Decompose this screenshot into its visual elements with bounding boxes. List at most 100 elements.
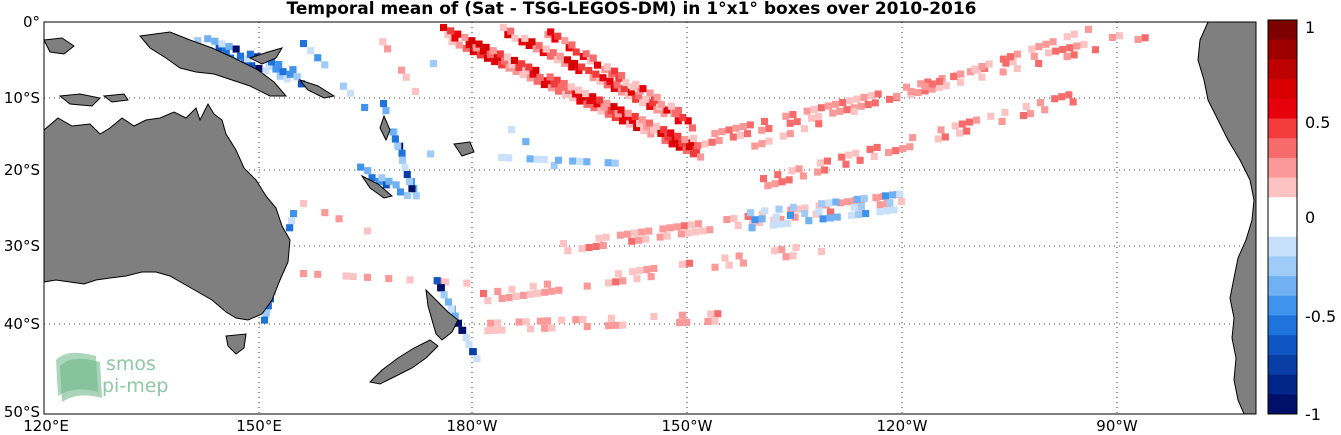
data-cell — [572, 48, 580, 56]
data-cell — [638, 228, 646, 236]
data-cell — [532, 66, 540, 74]
data-cell — [886, 199, 894, 207]
data-cell — [845, 151, 853, 159]
data-cell — [286, 70, 294, 78]
data-cell — [730, 214, 738, 222]
data-cell — [255, 64, 263, 72]
data-cell — [594, 61, 602, 69]
data-cell — [607, 106, 615, 114]
land-indonesia-1 — [43, 37, 75, 55]
data-cell — [583, 323, 591, 331]
data-cell — [473, 355, 481, 363]
data-cell — [447, 305, 455, 313]
data-cell — [643, 266, 651, 274]
data-cell — [541, 288, 549, 296]
data-cell — [508, 60, 516, 68]
data-cell — [775, 205, 783, 213]
colorbar-swatch — [1268, 79, 1297, 100]
data-cell — [522, 318, 530, 326]
data-cell — [494, 54, 502, 62]
data-cell — [491, 58, 499, 66]
data-cell — [620, 85, 628, 93]
data-cell — [368, 174, 376, 182]
data-cell — [262, 67, 270, 75]
map-frame — [43, 21, 1257, 415]
data-cell — [560, 80, 568, 88]
data-cell — [248, 62, 256, 70]
colorbar-swatch — [1268, 157, 1297, 179]
data-cell — [896, 190, 904, 198]
data-cell — [645, 119, 653, 127]
data-cell — [561, 37, 569, 45]
data-cell — [617, 106, 625, 114]
data-cell — [928, 85, 936, 93]
y-tick-label: 50°S — [4, 403, 40, 421]
data-cell — [857, 102, 865, 110]
data-cell — [1085, 25, 1093, 33]
data-cell — [279, 68, 287, 76]
data-cell — [505, 64, 513, 72]
data-cell — [579, 315, 587, 323]
data-cell — [816, 159, 824, 167]
colorbar-swatch — [1268, 354, 1297, 376]
data-cell — [314, 54, 322, 62]
data-cell — [957, 78, 965, 86]
data-cell — [965, 118, 973, 126]
data-cell — [631, 229, 639, 237]
data-cell — [286, 224, 294, 232]
data-cell — [321, 61, 329, 69]
data-cell — [624, 109, 632, 117]
data-cell — [971, 65, 979, 73]
data-cell — [810, 105, 818, 113]
data-cell — [589, 54, 597, 62]
colorbar-tick-label: -1 — [1305, 405, 1321, 424]
data-cell — [777, 215, 785, 223]
data-cell — [711, 129, 719, 137]
data-cell — [465, 41, 473, 49]
data-cell — [515, 64, 523, 72]
colorbar-tick-label: 0.5 — [1305, 113, 1330, 132]
colorbar-tick-label: 0 — [1305, 208, 1315, 227]
data-cell — [765, 125, 773, 133]
data-cell — [784, 219, 792, 227]
data-cell — [498, 326, 506, 334]
data-cell — [690, 135, 698, 143]
data-cell — [458, 326, 466, 334]
data-cell — [786, 119, 794, 127]
data-cell — [626, 120, 634, 128]
data-cell — [600, 103, 608, 111]
data-cell — [289, 66, 297, 74]
data-cell — [646, 89, 654, 97]
data-cell — [560, 240, 568, 248]
data-cell — [653, 122, 661, 130]
data-cell — [451, 34, 459, 42]
data-cell — [401, 163, 409, 171]
data-cell — [636, 120, 644, 128]
data-cell — [958, 120, 966, 128]
data-cell — [507, 27, 515, 35]
land-new-caledonia — [360, 174, 394, 199]
data-cell — [799, 172, 807, 180]
data-cell — [613, 81, 621, 89]
colorbar-swatch — [1268, 236, 1297, 257]
data-cell — [744, 212, 752, 220]
data-cell — [378, 174, 386, 182]
data-cell — [462, 44, 470, 52]
data-cell — [642, 95, 650, 103]
data-cell — [639, 99, 647, 107]
land-indonesia-3 — [102, 93, 129, 103]
data-cell — [379, 38, 387, 46]
data-cell — [265, 62, 273, 70]
data-cells-layer — [194, 24, 1149, 363]
x-tick-label: 90°W — [1096, 417, 1138, 435]
data-cell — [723, 216, 731, 224]
data-cell — [998, 117, 1006, 125]
data-cell — [732, 124, 740, 132]
data-cell — [899, 145, 907, 153]
data-cell — [222, 47, 230, 55]
data-cell — [721, 254, 729, 262]
data-cell — [687, 221, 695, 229]
data-cell — [521, 34, 529, 42]
data-cell — [736, 131, 744, 139]
data-cell — [893, 92, 901, 100]
